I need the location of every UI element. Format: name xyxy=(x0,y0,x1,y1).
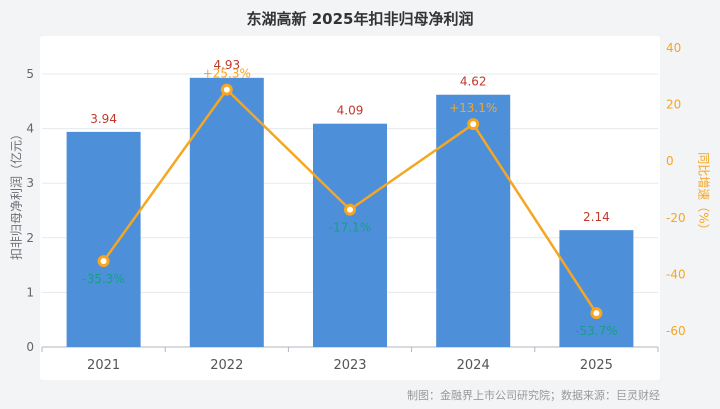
left-axis-tick-label: 0 xyxy=(26,340,34,354)
page-title: 东湖高新 2025年扣非归母净利润 xyxy=(246,10,474,28)
left-axis-title: 扣非归母净利润（亿元） xyxy=(9,127,24,261)
left-axis-tick-label: 3 xyxy=(26,176,34,190)
right-axis-tick-label: -60 xyxy=(666,324,686,338)
bar-value-label: 4.93 xyxy=(213,58,240,72)
line-marker xyxy=(344,203,356,216)
line-marker xyxy=(97,255,110,268)
right-axis-tick-label: -40 xyxy=(666,267,686,281)
source-credit: 制图：金融界上市公司研究院；数据来源：巨灵财经 xyxy=(407,389,660,402)
right-axis-tick-label: 40 xyxy=(666,41,681,55)
bar-value-label: 4.62 xyxy=(460,75,487,89)
growth-value-label: +25.3% xyxy=(203,67,251,81)
x-axis-category-label: 2022 xyxy=(210,358,243,373)
growth-value-label: -17.1% xyxy=(329,221,371,235)
left-axis-tick-label: 2 xyxy=(26,231,34,245)
x-axis-category-label: 2024 xyxy=(457,358,490,373)
right-axis-tick-label: 0 xyxy=(666,154,674,168)
right-axis-title: 同比增速（%） xyxy=(696,152,711,236)
left-axis-tick-label: 1 xyxy=(26,285,34,299)
bar-value-label: 3.94 xyxy=(90,112,117,126)
right-axis-tick-label: 20 xyxy=(666,98,681,112)
value-labels-group: 3.94 4.93 4.09 4.62 2.14 -35.3% +25.3% -17.1% +1… xyxy=(82,58,617,338)
growth-value-label: +13.1% xyxy=(449,101,497,115)
bar xyxy=(436,94,511,347)
bar xyxy=(559,230,634,347)
bar-value-label: 4.09 xyxy=(337,104,364,118)
line-series-group xyxy=(97,83,603,320)
x-axis-category-label: 2025 xyxy=(580,358,613,373)
growth-value-label: -35.3% xyxy=(82,272,124,286)
growth-value-label: -53.7% xyxy=(575,324,617,338)
line-marker xyxy=(220,83,233,96)
bar xyxy=(66,131,141,347)
left-axis-tick-label: 4 xyxy=(26,122,34,136)
bar xyxy=(189,77,264,348)
line-marker xyxy=(467,118,480,131)
x-axis-category-label: 2023 xyxy=(333,358,366,373)
right-axis-tick-label: -20 xyxy=(666,211,686,225)
axes-group: 0 1 2 3 4 5 40 20 0 -20 -40 -60 2021 2022 2023 2024 2025 xyxy=(26,41,685,373)
bar-value-label: 2.14 xyxy=(583,210,610,224)
bar xyxy=(313,123,387,347)
line-marker xyxy=(590,307,603,320)
x-axis-category-label: 2021 xyxy=(87,358,120,373)
left-axis-tick-label: 5 xyxy=(26,67,34,81)
